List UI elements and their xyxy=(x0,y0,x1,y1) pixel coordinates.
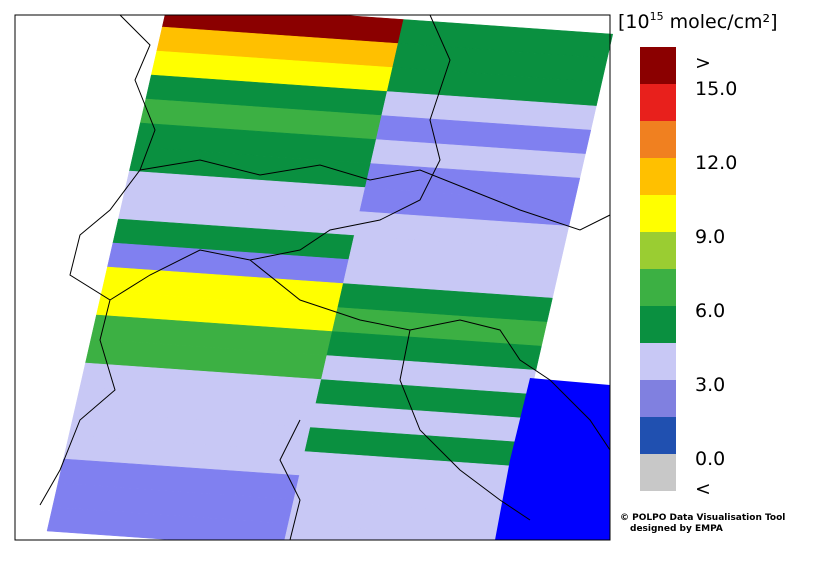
coast-line xyxy=(279,419,301,541)
colorbar-swatch xyxy=(640,306,676,343)
colorbar-label: > xyxy=(695,52,711,74)
colorbar-label: 6.0 xyxy=(695,300,725,322)
mask xyxy=(0,0,15,566)
mask xyxy=(0,0,612,15)
colorbar-swatch xyxy=(640,195,676,232)
colorbar-label: 0.0 xyxy=(695,448,725,470)
credit-line: © POLPO Data Visualisation Tool xyxy=(620,513,785,523)
borders xyxy=(39,14,611,541)
colorbar-label: 3.0 xyxy=(695,374,725,396)
colorbar-swatch xyxy=(640,121,676,158)
border-line xyxy=(139,159,611,231)
colorbar-label: < xyxy=(695,478,711,500)
coast-line xyxy=(409,319,611,451)
map-frame xyxy=(14,14,611,541)
legend-title-unit: molec/cm²] xyxy=(664,11,778,33)
map xyxy=(0,0,614,566)
credit-line: designed by EMPA xyxy=(630,524,723,534)
colorbar-swatch xyxy=(640,232,676,269)
coast-line xyxy=(249,259,531,521)
legend-title-exponent: 15 xyxy=(650,10,664,23)
swath-cell xyxy=(495,378,610,540)
colorbar-swatch xyxy=(640,454,676,491)
colorbar-swatch xyxy=(640,84,676,121)
colorbar-label: 9.0 xyxy=(695,226,725,248)
colorbar: >15.0 12.0 9.0 6.0 3.0 0.0 < xyxy=(640,47,737,500)
colorbar-label: 15.0 xyxy=(695,78,737,100)
colorbar-swatch xyxy=(640,269,676,306)
colorbar-swatch xyxy=(640,47,676,84)
legend-title: [1015 molec/cm²] xyxy=(618,10,778,33)
colorbar-label: 12.0 xyxy=(695,152,737,174)
colorbar-swatch xyxy=(640,343,676,380)
border-line xyxy=(109,14,451,301)
colorbar-swatch xyxy=(640,158,676,195)
mask xyxy=(0,540,612,566)
colorbar-swatch xyxy=(640,380,676,417)
border-line xyxy=(39,14,156,506)
colorbar-swatch xyxy=(640,417,676,454)
legend-title-prefix: [10 xyxy=(618,11,650,33)
